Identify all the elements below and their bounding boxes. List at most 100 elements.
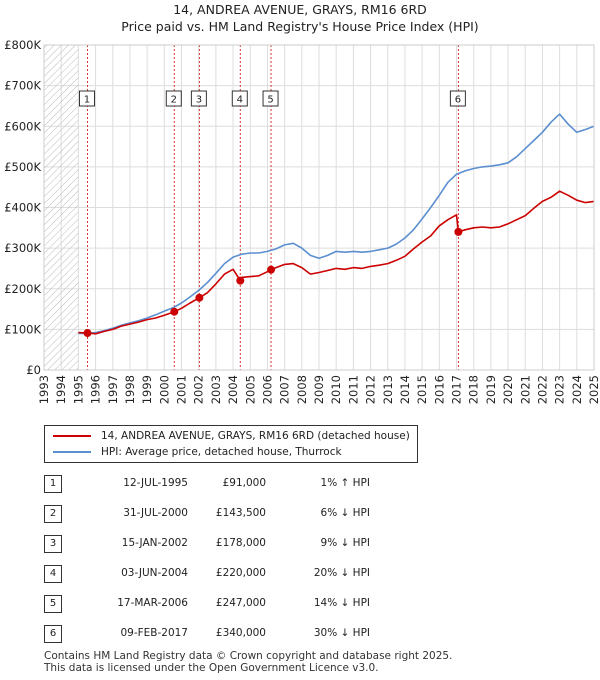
sale-number-box bbox=[165, 90, 182, 107]
x-tick-label: 2025 bbox=[587, 375, 600, 404]
x-tick-label: 2016 bbox=[432, 375, 446, 404]
x-tick-label: 2022 bbox=[535, 375, 549, 404]
table-row: 3 15-JAN-2002 £178,000 9% ↓ HPI bbox=[0, 535, 600, 555]
sale-hpi-diff: 30% ↓ HPI bbox=[313, 627, 370, 639]
sale-number-box bbox=[190, 90, 207, 107]
x-tick-label: 2019 bbox=[484, 375, 498, 404]
footer-note: Contains HM Land Registry data © Crown c… bbox=[44, 650, 452, 674]
sale-point bbox=[236, 276, 245, 285]
legend-label-property: 14, ANDREA AVENUE, GRAYS, RM16 6RD (deta… bbox=[101, 430, 410, 442]
sale-number-label: 6 bbox=[455, 95, 461, 106]
sale-date: 03-JUN-2004 bbox=[121, 567, 188, 579]
sale-hpi-diff: 1% ↑ HPI bbox=[320, 477, 370, 489]
legend-label-hpi: HPI: Average price, detached house, Thur… bbox=[101, 446, 342, 458]
series-line-hpi bbox=[78, 113, 595, 335]
x-tick-label: 2014 bbox=[398, 375, 412, 404]
sale-number-label: 2 bbox=[171, 95, 177, 106]
footer-copyright: Contains HM Land Registry data © Crown c… bbox=[44, 650, 453, 662]
x-tick-label: 2008 bbox=[295, 375, 309, 404]
sale-price: £178,000 bbox=[215, 537, 266, 549]
sale-price: £247,000 bbox=[215, 597, 266, 609]
sale-number-label: 1 bbox=[84, 95, 90, 106]
legend-swatch-property bbox=[53, 435, 91, 437]
x-tick-label: 1995 bbox=[71, 375, 85, 404]
y-tick-label: £400K bbox=[4, 201, 41, 215]
chart-subtitle: Price paid vs. HM Land Registry's House … bbox=[121, 19, 479, 34]
plot-border bbox=[43, 44, 595, 371]
chart-title: 14, ANDREA AVENUE, GRAYS, RM16 6RD bbox=[173, 2, 427, 17]
y-tick-label: £600K bbox=[4, 119, 41, 133]
x-tick-label: 2004 bbox=[226, 375, 240, 404]
x-tick-label: 2000 bbox=[157, 375, 171, 404]
sale-point bbox=[195, 293, 204, 302]
sale-point bbox=[454, 227, 463, 236]
sale-point bbox=[170, 307, 179, 316]
sale-number: 3 bbox=[44, 535, 62, 553]
x-tick-label: 2005 bbox=[243, 375, 257, 404]
x-tick-label: 1997 bbox=[106, 375, 120, 404]
y-tick-label: £200K bbox=[4, 282, 41, 296]
sale-price: £91,000 bbox=[222, 477, 266, 489]
x-tick-label: 1998 bbox=[123, 375, 137, 404]
legend-swatch-hpi bbox=[53, 451, 91, 453]
sale-hpi-diff: 14% ↓ HPI bbox=[313, 597, 370, 609]
sale-point bbox=[267, 265, 276, 274]
sale-number-label: 4 bbox=[237, 95, 243, 106]
sale-number-box bbox=[78, 90, 95, 107]
price-chart: 1 2 3 4 5 6 £0 £100K £200K £300K £400K £500K £600K £… bbox=[4, 38, 600, 404]
sale-price: £220,000 bbox=[215, 567, 266, 579]
x-tick-label: 2001 bbox=[175, 375, 189, 404]
sale-number-box bbox=[262, 90, 279, 107]
x-tick-label: 2017 bbox=[450, 375, 464, 404]
sale-hpi-diff: 9% ↓ HPI bbox=[320, 537, 370, 549]
table-row: 4 03-JUN-2004 £220,000 20% ↓ HPI bbox=[0, 565, 600, 585]
sale-number: 4 bbox=[44, 565, 62, 583]
sale-number: 6 bbox=[44, 625, 62, 643]
x-tick-label: 2007 bbox=[278, 375, 292, 404]
sale-number: 2 bbox=[44, 505, 62, 523]
x-tick-label: 2010 bbox=[329, 375, 343, 404]
sale-point bbox=[83, 329, 92, 338]
series-line-property bbox=[78, 190, 595, 335]
sale-hpi-diff: 6% ↓ HPI bbox=[320, 507, 370, 519]
sale-date: 31-JUL-2000 bbox=[123, 507, 188, 519]
x-tick-label: 2020 bbox=[501, 375, 515, 404]
sale-price: £340,000 bbox=[215, 627, 266, 639]
x-tick-label: 2023 bbox=[553, 375, 567, 404]
sale-price: £143,500 bbox=[215, 507, 266, 519]
x-tick-label: 2024 bbox=[570, 375, 584, 404]
x-tick-label: 1993 bbox=[37, 375, 51, 404]
x-tick-label: 2015 bbox=[415, 375, 429, 404]
legend-item-property: 14, ANDREA AVENUE, GRAYS, RM16 6RD (deta… bbox=[53, 428, 410, 444]
x-tick-label: 2003 bbox=[209, 375, 223, 404]
x-tick-label: 1996 bbox=[89, 375, 103, 404]
y-tick-label: £0 bbox=[26, 363, 41, 377]
y-tick-label: £500K bbox=[4, 160, 41, 174]
x-tick-label: 1999 bbox=[140, 375, 154, 404]
y-tick-label: £800K bbox=[4, 38, 41, 52]
sale-number-box bbox=[231, 90, 248, 107]
x-tick-label: 2006 bbox=[260, 375, 274, 404]
sale-number-box bbox=[449, 90, 466, 107]
sale-date: 17-MAR-2006 bbox=[117, 597, 188, 609]
x-tick-label: 2012 bbox=[364, 375, 378, 404]
sale-date: 15-JAN-2002 bbox=[121, 537, 188, 549]
no-data-hatch bbox=[44, 45, 79, 370]
x-tick-label: 2009 bbox=[312, 375, 326, 404]
sale-number: 5 bbox=[44, 595, 62, 613]
table-row: 1 12-JUL-1995 £91,000 1% ↑ HPI bbox=[0, 475, 600, 495]
sale-hpi-diff: 20% ↓ HPI bbox=[313, 567, 370, 579]
table-row: 2 31-JUL-2000 £143,500 6% ↓ HPI bbox=[0, 505, 600, 525]
sale-number-label: 3 bbox=[196, 95, 202, 106]
footer-licence: This data is licensed under the Open Gov… bbox=[44, 662, 379, 674]
table-row: 5 17-MAR-2006 £247,000 14% ↓ HPI bbox=[0, 595, 600, 615]
sale-number-label: 5 bbox=[267, 95, 273, 106]
x-tick-label: 1994 bbox=[54, 375, 68, 404]
legend-item-hpi: HPI: Average price, detached house, Thur… bbox=[53, 444, 342, 460]
y-tick-label: £300K bbox=[4, 241, 41, 255]
x-tick-label: 2013 bbox=[381, 375, 395, 404]
chart-legend: 14, ANDREA AVENUE, GRAYS, RM16 6RD (deta… bbox=[44, 425, 418, 463]
x-tick-label: 2018 bbox=[467, 375, 481, 404]
sale-date: 09-FEB-2017 bbox=[120, 627, 188, 639]
x-tick-label: 2011 bbox=[346, 375, 360, 404]
